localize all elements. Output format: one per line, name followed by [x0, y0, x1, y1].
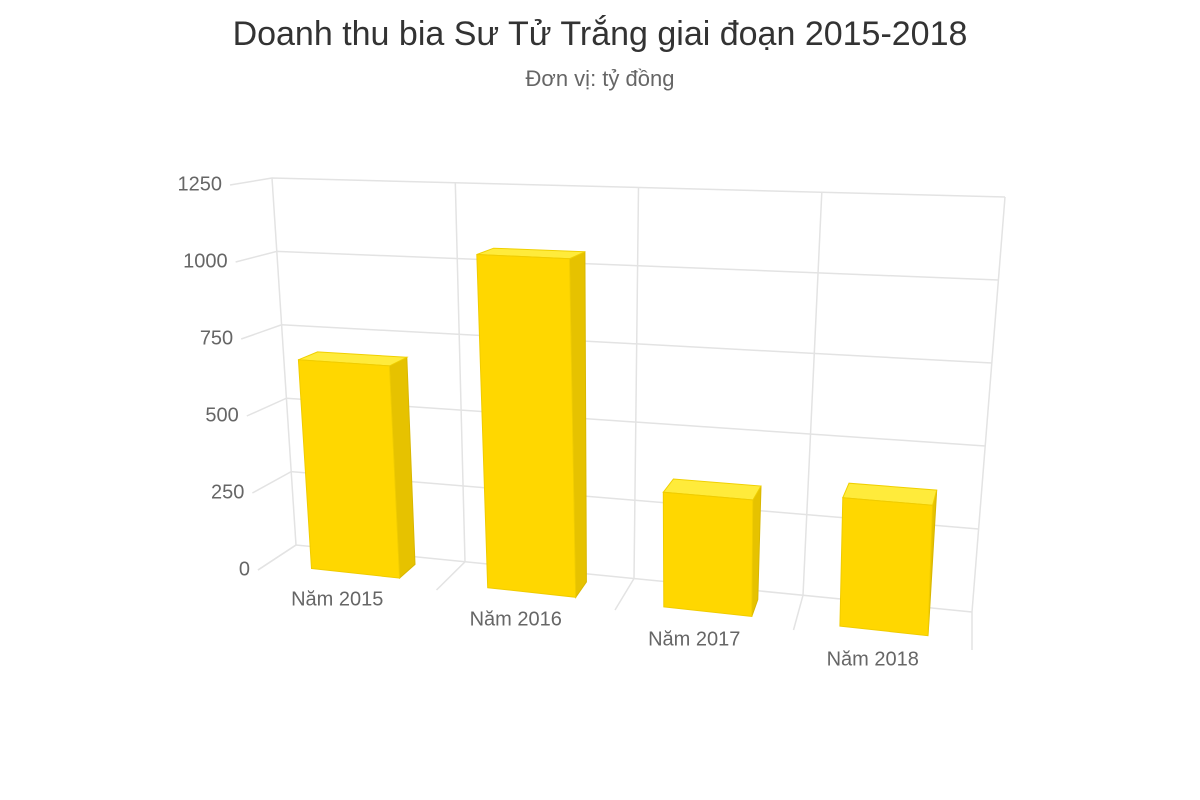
bar-front: [839, 497, 934, 637]
y-tick-label: 750: [200, 327, 233, 349]
x-tick-label: Năm 2016: [470, 608, 562, 630]
y-tick-label: 1250: [178, 173, 223, 195]
chart-title: Doanh thu bia Sư Tử Trắng giai đoạn 2015…: [233, 15, 968, 53]
bar-front: [297, 359, 401, 579]
grid-line: [792, 192, 823, 631]
bar: [662, 478, 762, 618]
bar: [839, 482, 938, 637]
grid-line: [971, 196, 1006, 650]
bar-front: [662, 491, 754, 618]
grid-line: [229, 177, 1006, 198]
bar-front: [476, 253, 577, 598]
grid-line: [235, 250, 999, 281]
bar: [297, 351, 416, 580]
bar: [476, 247, 587, 599]
x-tick-label: Năm 2018: [827, 648, 919, 670]
grid-line: [614, 187, 640, 611]
y-tick-label: 500: [205, 404, 238, 426]
grid-line: [435, 182, 466, 591]
x-tick-label: Năm 2017: [648, 628, 740, 650]
y-tick-label: 250: [211, 481, 244, 503]
grid-line: [257, 177, 297, 571]
chart-subtitle: Đơn vị: tỷ đồng: [526, 66, 675, 91]
y-tick-label: 1000: [183, 250, 228, 272]
x-tick-label: Năm 2015: [291, 588, 383, 610]
y-tick-label: 0: [239, 558, 250, 580]
